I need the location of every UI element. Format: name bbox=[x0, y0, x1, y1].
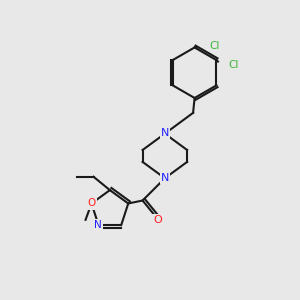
Text: O: O bbox=[87, 199, 96, 208]
Text: N: N bbox=[94, 220, 102, 230]
Text: Cl: Cl bbox=[228, 59, 239, 70]
Text: N: N bbox=[161, 173, 169, 183]
Text: O: O bbox=[153, 215, 162, 225]
Text: N: N bbox=[161, 128, 169, 138]
Text: Cl: Cl bbox=[209, 41, 220, 51]
